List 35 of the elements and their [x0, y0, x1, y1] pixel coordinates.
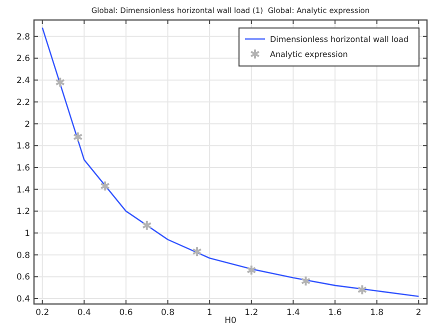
- y-tick-label: 2.4: [16, 76, 30, 86]
- point: [100, 180, 110, 192]
- x-tick-label: 1.4: [286, 308, 300, 318]
- point: [246, 264, 256, 276]
- x-tick-label: 1.2: [244, 308, 258, 318]
- x-tick-label: 0.2: [36, 308, 50, 318]
- point: [192, 246, 202, 258]
- point: [300, 276, 311, 287]
- y-tick-label: 2: [24, 120, 30, 130]
- y-tick-label: 1.2: [16, 207, 30, 218]
- x-tick-label: 1.6: [328, 308, 342, 318]
- legend-label: Analytic expression: [270, 50, 348, 59]
- y-tick-label: 1: [24, 229, 30, 239]
- y-tick-label: 1.8: [16, 142, 30, 152]
- x-axis-title: H0: [224, 316, 236, 324]
- x-tick-label: 0.4: [77, 308, 91, 318]
- x-tick-label: 0.8: [161, 308, 175, 318]
- point: [142, 220, 152, 231]
- x-tick-label: 1: [206, 308, 212, 318]
- y-tick-label: 0.6: [16, 272, 30, 283]
- y-tick-label: 1.6: [16, 163, 30, 174]
- y-tick-label: 2.2: [16, 98, 30, 108]
- point: [73, 131, 83, 142]
- x-tick-label: 1.8: [370, 308, 384, 318]
- line-series: [42, 26, 420, 298]
- point: [357, 284, 368, 296]
- x-tick-label: 2: [416, 308, 422, 318]
- y-tick-label: 0.4: [16, 294, 30, 305]
- y-tick-label: 0.8: [16, 250, 30, 261]
- y-tick-label: 2.8: [16, 32, 30, 42]
- x-tick-label: 0.6: [119, 308, 133, 318]
- y-tick-label: 2.6: [16, 54, 30, 64]
- point: [55, 76, 66, 88]
- legend-label: Dimensionless horizontal wall load: [270, 35, 409, 44]
- y-tick-label: 1.4: [16, 185, 30, 196]
